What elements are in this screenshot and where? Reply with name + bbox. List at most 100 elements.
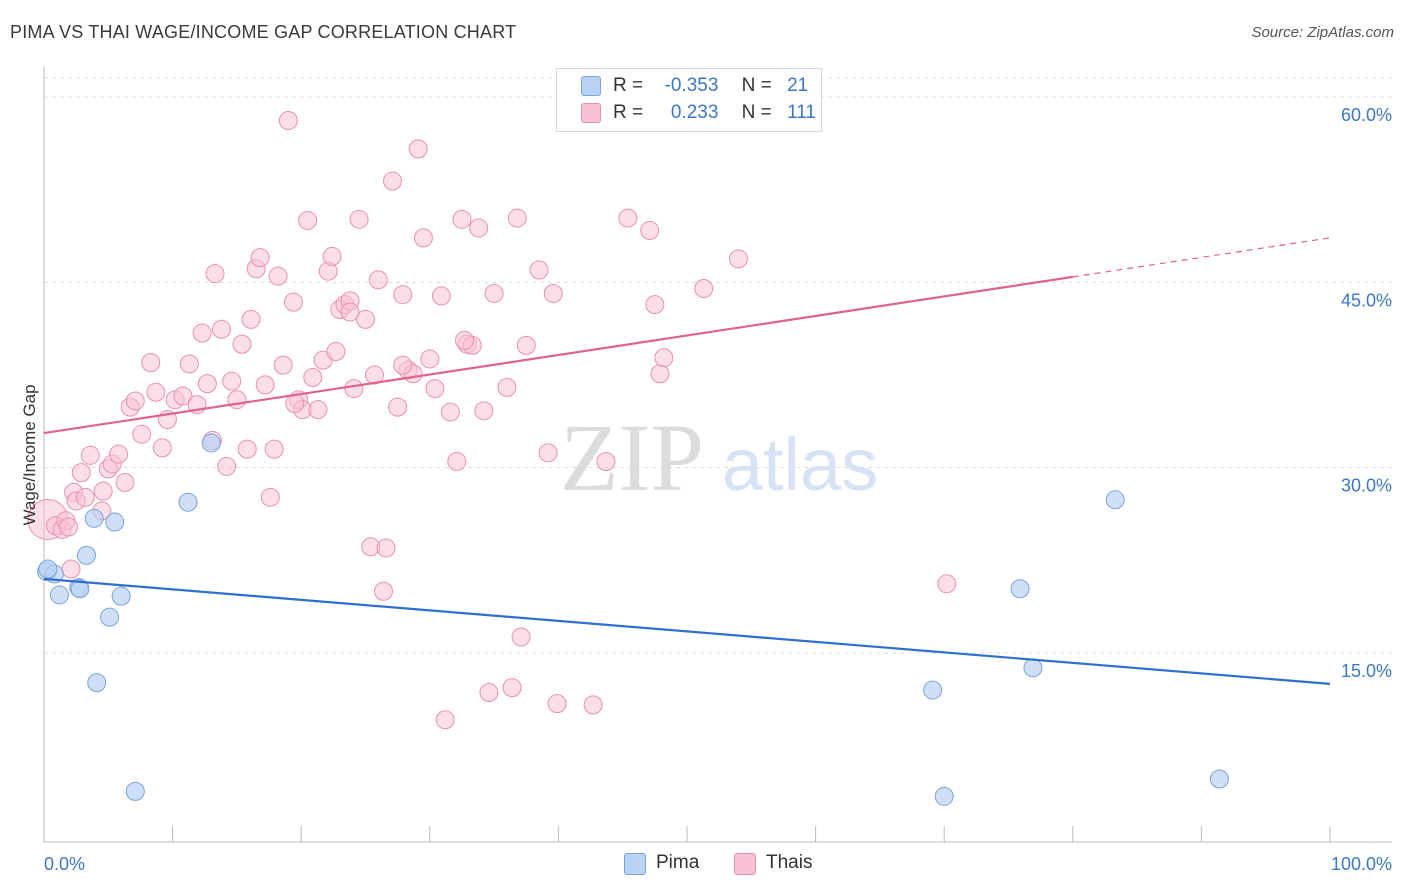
thais-point [205,264,225,284]
thais-point [425,379,445,399]
thais-point [383,171,403,191]
thais-point [388,397,408,417]
thais-point [278,110,298,130]
thais-legend-swatch [734,853,756,875]
pima-points [37,433,1229,806]
pima-point [38,559,58,579]
thais-point [529,260,549,280]
pima-point [111,586,131,606]
pima-point [1023,658,1043,678]
thais-point [538,443,558,463]
thais-point [93,481,113,501]
thais-point [413,228,433,248]
gridlines [44,77,1392,654]
thais-point [285,393,305,413]
thais-point [283,292,303,312]
thais-point [694,279,714,299]
pima-point [84,508,104,528]
thais-point [80,445,100,465]
thais-point [211,319,231,339]
thais-point [469,218,489,238]
pima-point [1209,769,1229,789]
y-tick-label: 15.0% [1341,661,1392,681]
thais-point [152,438,172,458]
thais-point [344,379,364,399]
thais-point [264,439,284,459]
thais-point [197,374,217,394]
thais-point [141,353,161,373]
thais-point [308,400,328,420]
thais-point [640,220,660,240]
thais-trend-line [43,275,1073,435]
pima-point [934,786,954,806]
watermark-atlas: atlas [722,423,878,506]
pima-legend-swatch [624,853,646,875]
pima-point [100,607,120,627]
pima-r-label: R = [613,75,644,96]
thais-point [447,451,467,471]
pima-n-label: N = [741,75,772,96]
pima-swatch [581,76,601,96]
thais-point [547,694,567,714]
thais-point [431,286,451,306]
watermark: ZIP atlas [560,404,878,511]
thais-point [618,208,638,228]
thais-point [356,309,375,329]
thais-point [192,323,212,343]
pima-point [49,585,69,605]
trend-lines [43,237,1331,685]
thais-point [322,246,342,266]
thais-point [408,139,428,159]
thais-swatch [581,103,601,123]
chart-title: PIMA VS THAI WAGE/INCOME GAP CORRELATION… [10,22,517,42]
thais-point [61,559,81,579]
thais-point [227,390,247,410]
thais-point [497,377,517,397]
thais-point [654,348,674,368]
pima-r-value: -0.353 [664,75,719,96]
thais-point [393,355,413,375]
pima-point [125,781,145,801]
thais-point [455,330,475,350]
pima-legend-label: Pima [656,852,700,873]
pima-point [70,579,90,599]
thais-n-value: 111 [787,102,816,123]
thais-point [596,451,616,471]
thais-point [516,335,536,355]
thais-point [511,627,531,647]
thais-point [502,678,522,698]
thais-point [420,349,440,369]
thais-point [273,355,293,375]
pima-point [1010,579,1030,599]
thais-point [326,342,346,362]
thais-point [75,487,95,507]
watermark-zip: ZIP [560,404,704,511]
thais-r-value: 0.233 [670,102,719,123]
thais-point [237,439,257,459]
axes [43,66,1392,843]
thais-point [71,463,91,483]
thais-legend-label: Thais [766,852,813,873]
thais-r-label: R = [613,102,644,123]
thais-point [125,391,145,411]
thais-point [298,211,318,231]
pima-n-value: 21 [787,75,809,96]
thais-point [474,401,494,421]
thais-point [303,367,323,387]
x-tick-label-max: 100.0% [1331,854,1392,874]
thais-point [340,302,360,322]
thais-point [440,402,460,422]
pima-point [1105,490,1125,510]
thais-n-label: N = [741,102,772,123]
thais-point [368,270,388,290]
thais-point [255,375,275,395]
thais-point [241,309,261,329]
thais-point [109,444,129,464]
pima-trend-line [43,577,1331,685]
thais-point [268,266,288,286]
thais-point [222,371,242,391]
thais-point [645,295,665,315]
pima-point [178,492,198,512]
thais-point [479,683,499,703]
